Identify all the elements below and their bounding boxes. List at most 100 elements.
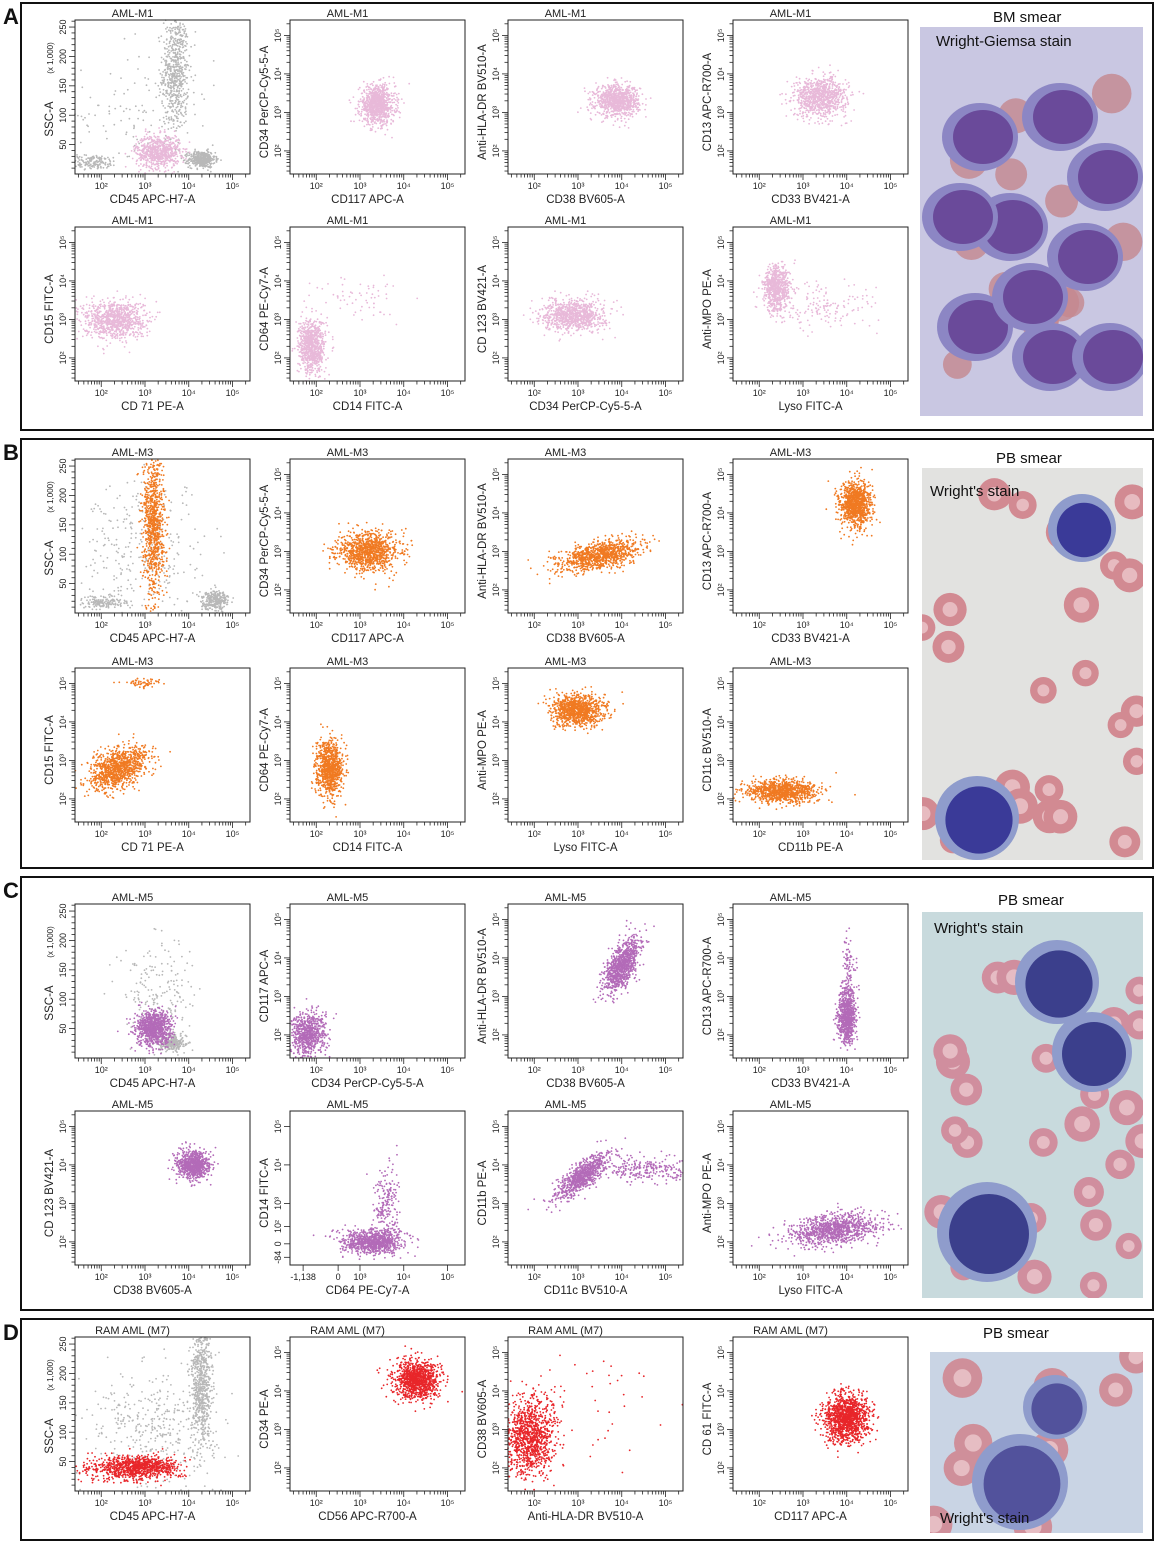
data-point: [159, 149, 161, 152]
data-point: [146, 158, 149, 160]
data-point: [369, 110, 372, 113]
data-point: [837, 101, 839, 104]
data-point: [614, 98, 617, 101]
data-point: [166, 26, 169, 29]
data-point: [369, 93, 372, 95]
x-axis-label: CD38 BV605-A: [546, 194, 625, 206]
data-point: [617, 108, 619, 110]
data-point: [373, 96, 375, 99]
data-point: [816, 84, 819, 86]
data-point: [354, 107, 357, 110]
data-point: [799, 93, 802, 96]
data-point: [145, 166, 148, 169]
data-point: [175, 110, 178, 113]
data-point: [176, 146, 179, 149]
data-point: [201, 157, 203, 159]
data-point: [632, 105, 635, 108]
data-point: [816, 87, 819, 90]
data-point: [169, 151, 172, 154]
data-point: [606, 93, 608, 96]
data-point: [359, 98, 362, 100]
data-point: [628, 104, 631, 107]
data-point: [175, 115, 178, 118]
data-point: [376, 112, 378, 114]
data-point: [192, 162, 195, 165]
y-axis-label: SSC-A: [44, 101, 56, 136]
data-point: [178, 47, 181, 50]
data-point: [349, 101, 352, 104]
data-point: [171, 77, 173, 80]
data-point: [123, 37, 126, 40]
data-point: [387, 98, 390, 101]
data-point: [167, 73, 170, 76]
data-point: [844, 103, 847, 106]
data-point: [811, 107, 814, 109]
data-point: [196, 167, 199, 170]
data-point: [194, 74, 197, 77]
data-point: [632, 109, 635, 111]
data-point: [204, 155, 207, 158]
data-point: [166, 164, 168, 167]
data-point: [164, 166, 167, 169]
data-point: [360, 100, 362, 103]
data-point: [610, 110, 613, 113]
data-point: [386, 128, 389, 131]
data-point: [185, 98, 188, 100]
data-point: [166, 162, 168, 165]
data-point: [811, 94, 814, 97]
data-point: [120, 313, 123, 315]
data-point: [820, 99, 823, 101]
data-point: [619, 99, 621, 102]
data-point: [150, 167, 153, 170]
data-point: [156, 138, 159, 141]
data-point: [825, 106, 827, 108]
data-point: [816, 101, 818, 104]
data-point: [176, 144, 179, 147]
data-point: [171, 110, 173, 112]
data-point: [805, 113, 808, 116]
data-point: [614, 101, 617, 104]
data-point: [166, 30, 168, 33]
data-point: [599, 96, 602, 99]
data-point: [627, 113, 630, 116]
data-point: [142, 144, 145, 147]
data-point: [211, 144, 214, 147]
data-point: [175, 44, 178, 47]
data-point: [162, 116, 165, 119]
data-point: [840, 124, 843, 127]
data-point: [608, 86, 610, 89]
data-point: [77, 163, 80, 166]
data-point: [177, 94, 180, 96]
data-point: [198, 161, 201, 164]
data-point: [154, 82, 157, 85]
data-point: [819, 99, 821, 102]
data-point: [832, 73, 835, 76]
data-point: [614, 115, 617, 118]
data-point: [180, 89, 183, 92]
data-point: [176, 85, 179, 88]
data-point: [607, 84, 609, 86]
data-point: [379, 78, 382, 80]
data-point: [109, 72, 112, 75]
data-point: [169, 29, 172, 32]
data-point: [814, 122, 816, 124]
data-point: [828, 72, 831, 74]
data-point: [158, 170, 161, 172]
data-point: [785, 93, 787, 96]
data-point: [179, 154, 182, 157]
x-tick-label: 10⁴: [397, 181, 411, 191]
data-point: [183, 30, 186, 33]
data-point: [390, 92, 393, 95]
data-point: [106, 297, 109, 299]
data-point: [203, 157, 206, 160]
data-point: [396, 104, 399, 107]
data-point: [177, 78, 180, 81]
data-point: [370, 101, 372, 104]
data-point: [385, 112, 388, 114]
data-point: [106, 137, 108, 140]
data-point: [163, 76, 165, 79]
data-point: [372, 80, 375, 83]
data-point: [808, 104, 811, 107]
y-tick-label: 150: [58, 78, 68, 93]
panel-letter-d: D: [3, 1320, 19, 1346]
